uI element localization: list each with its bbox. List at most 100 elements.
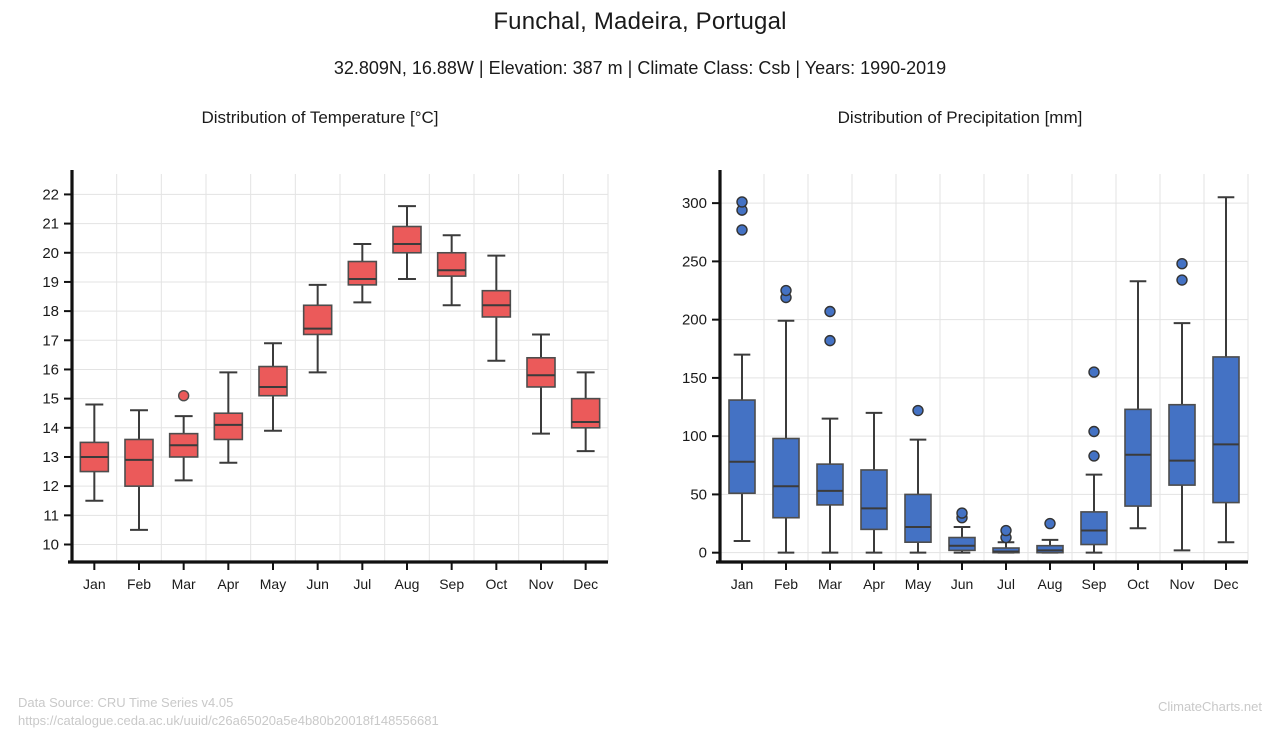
x-tick-label-apr: Apr: [217, 576, 239, 592]
box-rect: [1124, 408, 1152, 507]
data-source-footer: Data Source: CRU Time Series v4.05 https…: [18, 694, 439, 730]
x-tick-label-may: May: [260, 576, 286, 592]
y-tick-label: 12: [42, 478, 59, 495]
x-tick-label-jun: Jun: [306, 576, 329, 592]
box-rect: [347, 260, 378, 286]
x-tick-label-feb: Feb: [127, 576, 151, 592]
outlier-point: [1176, 274, 1188, 286]
x-tick-label-sep: Sep: [1082, 576, 1107, 592]
boxplot-feb: [772, 284, 800, 554]
y-tick-label: 10: [42, 536, 59, 553]
x-tick-label-oct: Oct: [485, 576, 507, 592]
boxplot-nov: [526, 333, 556, 435]
box-rect: [904, 493, 932, 543]
box-rect: [570, 397, 601, 429]
y-tick-label: 250: [682, 253, 707, 270]
box-rect: [258, 365, 288, 397]
x-tick-label-aug: Aug: [1038, 576, 1063, 592]
outlier-point: [1088, 366, 1100, 378]
outlier-point: [1044, 517, 1056, 530]
page-subtitle: 32.809N, 16.88W | Elevation: 387 m | Cli…: [333, 58, 947, 78]
outlier-point: [780, 284, 792, 297]
outlier-point: [1000, 524, 1012, 537]
box-rect: [481, 289, 512, 318]
x-tick-label-feb: Feb: [774, 576, 798, 592]
outlier-point: [956, 507, 968, 519]
box-rect: [816, 463, 844, 506]
outlier-point: [736, 224, 748, 236]
boxplot-may: [258, 342, 288, 432]
x-tick-label-apr: Apr: [863, 576, 885, 592]
x-tick-label-sep: Sep: [439, 576, 464, 592]
x-tick-label-jan: Jan: [731, 576, 754, 592]
outlier-point: [912, 404, 924, 417]
box-rect: [860, 469, 888, 531]
box-rect: [436, 251, 467, 277]
y-tick-label: 100: [682, 428, 707, 445]
boxplot-aug: [392, 205, 422, 281]
boxplot-jun: [948, 507, 976, 554]
x-tick-label-jan: Jan: [83, 576, 106, 592]
x-tick-label-aug: Aug: [395, 576, 420, 592]
box-rect: [526, 356, 556, 388]
boxplot-nov: [1168, 258, 1196, 552]
box-rect: [392, 225, 422, 254]
box-rect: [1036, 544, 1064, 554]
y-tick-label: 16: [42, 361, 59, 378]
y-tick-label: 11: [43, 507, 59, 524]
boxplot-mar: [168, 390, 199, 482]
boxplot-oct: [481, 254, 512, 362]
x-tick-label-jun: Jun: [951, 576, 974, 592]
box-rect: [124, 438, 154, 487]
box-rect: [1168, 403, 1196, 486]
outlier-point: [736, 196, 748, 208]
y-tick-label: 0: [699, 545, 707, 562]
box-rect: [992, 547, 1020, 554]
y-tick-label: 20: [42, 245, 59, 262]
boxplot-feb: [124, 409, 154, 531]
boxplot-jan: [728, 196, 756, 543]
x-tick-label-may: May: [905, 576, 931, 592]
outlier-point: [177, 390, 190, 402]
precipitation-panel-title: Distribution of Precipitation [mm]: [837, 108, 1083, 127]
x-tick-label-dec: Dec: [1214, 576, 1239, 592]
boxplot-sep: [436, 234, 467, 307]
page-title: Funchal, Madeira, Portugal: [493, 8, 787, 35]
y-tick-label: 18: [42, 303, 59, 320]
x-tick-label-jul: Jul: [997, 576, 1015, 592]
x-tick-label-nov: Nov: [1170, 576, 1195, 592]
boxplot-apr: [213, 371, 244, 464]
outlier-point: [824, 305, 836, 318]
box-rect: [1212, 356, 1240, 504]
x-tick-label-nov: Nov: [529, 576, 554, 592]
y-tick-label: 14: [42, 420, 59, 437]
outlier-point: [1176, 258, 1188, 270]
outlier-point: [1088, 425, 1100, 438]
data-source-line-2: https://catalogue.ceda.ac.uk/uuid/c26a65…: [18, 713, 439, 728]
box-rect: [772, 437, 800, 519]
y-tick-label: 19: [42, 274, 59, 291]
data-source-line-1: Data Source: CRU Time Series v4.05: [18, 695, 234, 710]
brand-label: ClimateCharts.net: [1157, 699, 1262, 714]
y-tick-label: 200: [682, 312, 707, 329]
boxplot-jun: [302, 283, 333, 374]
box-rect: [1080, 511, 1108, 546]
y-tick-label: 21: [42, 216, 59, 233]
precipitation-boxplot-chart: 0 50 100 150 200 250 300 Jan Feb Mar Apr May Jun Jul A…: [660, 160, 1260, 630]
boxplot-may: [904, 404, 932, 554]
boxplot-sep: [1080, 366, 1108, 554]
boxplot-mar: [816, 305, 844, 554]
boxplot-aug: [1036, 517, 1064, 554]
y-tick-label: 17: [42, 332, 59, 349]
boxplot-dec: [570, 371, 601, 453]
y-tick-label: 15: [42, 391, 59, 408]
box-rect: [302, 304, 333, 336]
x-tick-label-mar: Mar: [818, 576, 842, 592]
box-rect: [948, 536, 976, 552]
y-tick-label: 22: [42, 186, 59, 203]
boxplot-jul: [992, 524, 1020, 554]
boxplot-oct: [1124, 280, 1152, 530]
precipitation-plot-area: 0 50 100 150 200 250 300 Jan Feb Mar Apr May Jun Jul A…: [682, 170, 1249, 592]
y-tick-label: 150: [682, 370, 707, 387]
